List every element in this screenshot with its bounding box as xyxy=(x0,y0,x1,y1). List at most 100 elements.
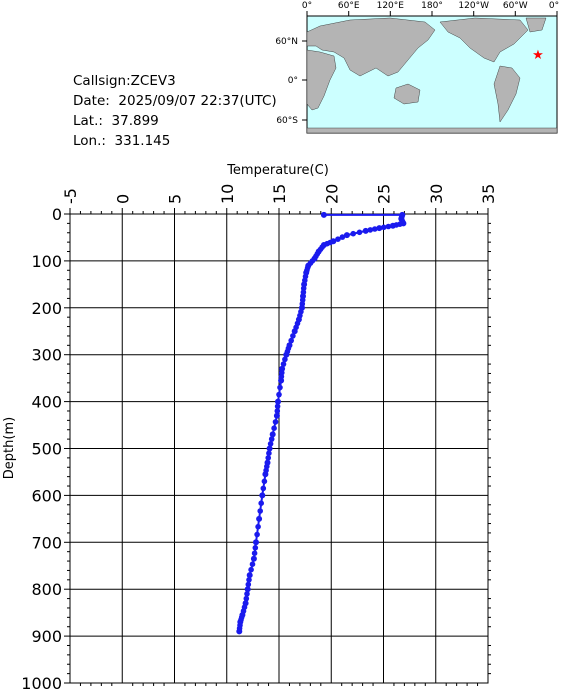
map-land-greenland xyxy=(525,17,547,33)
map-lon-label-4: 180° xyxy=(421,1,443,11)
data-point-interp xyxy=(274,408,281,414)
data-point-interp xyxy=(254,531,260,538)
data-point-interp xyxy=(265,455,272,461)
date-text: Date: 2025/09/07 22:37(UTC) xyxy=(73,93,277,109)
data-point xyxy=(376,225,383,232)
chart-grid xyxy=(69,213,489,684)
data-point-interp xyxy=(350,230,357,237)
data-point-interp xyxy=(266,450,272,457)
station-info: Callsign:ZCEV3 Date: 2025/09/07 22:37(UT… xyxy=(73,71,277,151)
map-station-marker: ★ xyxy=(532,48,544,63)
data-point-interp xyxy=(335,236,341,242)
map-land-eurasia xyxy=(306,17,436,77)
data-point-interp xyxy=(272,419,279,425)
y-tick-label-0: 0 xyxy=(52,205,62,224)
y-tick-label-3: 300 xyxy=(31,346,62,365)
map-land-south-america xyxy=(493,65,521,123)
data-point-interp xyxy=(288,337,295,344)
y-tick-label-2: 200 xyxy=(31,299,62,318)
data-point xyxy=(266,445,273,452)
x-tick-label-2: 5 xyxy=(166,194,185,204)
data-point xyxy=(250,555,257,562)
data-point-interp xyxy=(251,550,258,556)
minor-ticks xyxy=(64,208,491,686)
map-land xyxy=(306,17,558,134)
map-lon-label-1: 0° xyxy=(302,1,312,11)
data-point xyxy=(320,211,327,218)
data-point-interp xyxy=(249,561,256,567)
x-tick-label-1: 0 xyxy=(113,194,132,204)
data-point xyxy=(362,227,369,234)
data-point-interp xyxy=(356,229,363,236)
callsign-text: Callsign:ZCEV3 xyxy=(73,73,176,89)
map-land-antarctica xyxy=(306,127,558,134)
y-tick-labels: 0 100 200 300 400 500 600 700 800 900 1000 xyxy=(21,205,62,690)
profile-line xyxy=(238,213,405,632)
y-tick-label-1: 100 xyxy=(31,252,62,271)
x-tick-label-4: 15 xyxy=(270,184,289,204)
data-point xyxy=(389,222,396,229)
map-land-australia xyxy=(393,83,421,105)
data-point xyxy=(343,232,350,239)
data-point-interp xyxy=(339,234,346,240)
data-point xyxy=(273,412,280,419)
x-tick-label-0: -5 xyxy=(61,188,80,204)
data-point xyxy=(275,398,281,405)
y-axis-title: Depth(m) xyxy=(2,417,17,479)
map-lon-label-7: 0° xyxy=(549,1,559,11)
data-point xyxy=(253,539,259,546)
y-tick-label-8: 800 xyxy=(31,580,62,599)
data-point-interp xyxy=(385,223,392,230)
data-point-interp xyxy=(260,485,267,492)
x-axis-title: Temperature(C) xyxy=(226,163,329,178)
y-tick-label-7: 700 xyxy=(31,533,62,552)
temperature-profile-series xyxy=(236,211,407,635)
data-point-interp xyxy=(255,523,261,530)
x-tick-labels: -5 0 5 10 15 20 25 30 35 xyxy=(61,184,498,204)
data-point xyxy=(256,515,263,522)
longitude-text: Lon.: 331.145 xyxy=(73,133,171,149)
map-land-africa xyxy=(306,49,337,111)
x-tick-label-8: 35 xyxy=(479,184,498,204)
x-tick-label-7: 30 xyxy=(427,184,446,204)
data-point xyxy=(259,492,266,499)
data-point-interp xyxy=(290,333,296,339)
data-point-interp xyxy=(268,436,275,442)
data-point xyxy=(244,586,251,593)
data-point-interp xyxy=(277,384,283,391)
data-point-interp xyxy=(372,226,378,232)
data-point xyxy=(283,351,290,358)
y-tick-label-9: 900 xyxy=(31,627,62,646)
y-tick-label-6: 600 xyxy=(31,486,62,505)
map-lat-label-1: 60°N xyxy=(275,37,298,47)
data-point-interp xyxy=(257,508,264,514)
map-lon-label-6: 60°W xyxy=(503,1,528,11)
y-tick-label-5: 500 xyxy=(31,440,62,459)
x-tick-label-3: 10 xyxy=(218,184,237,204)
data-point-interp xyxy=(246,577,252,583)
data-point-interp xyxy=(245,581,252,588)
data-point-interp xyxy=(280,361,287,367)
map-lat-label-3: 60°S xyxy=(276,116,298,126)
latitude-text: Lat.: 37.899 xyxy=(73,113,159,129)
data-point-interp xyxy=(274,403,281,410)
map-ticks xyxy=(302,11,558,121)
map-land-north-america xyxy=(439,17,529,63)
data-point-interp xyxy=(381,224,387,231)
data-point xyxy=(291,328,298,335)
data-point xyxy=(278,377,285,384)
data-point-interp xyxy=(258,500,265,507)
data-point-interp xyxy=(243,595,250,602)
y-tick-label-4: 400 xyxy=(31,393,62,412)
data-point xyxy=(236,628,243,635)
x-tick-label-5: 20 xyxy=(322,184,341,204)
map-lon-label-2: 60°E xyxy=(338,1,360,11)
data-point-interp xyxy=(367,227,374,233)
data-point-interp xyxy=(252,545,259,551)
data-point-interp xyxy=(267,441,274,447)
data-point-interp xyxy=(261,478,268,485)
map-lat-label-2: 0° xyxy=(288,76,298,86)
data-point-interp xyxy=(276,391,282,398)
